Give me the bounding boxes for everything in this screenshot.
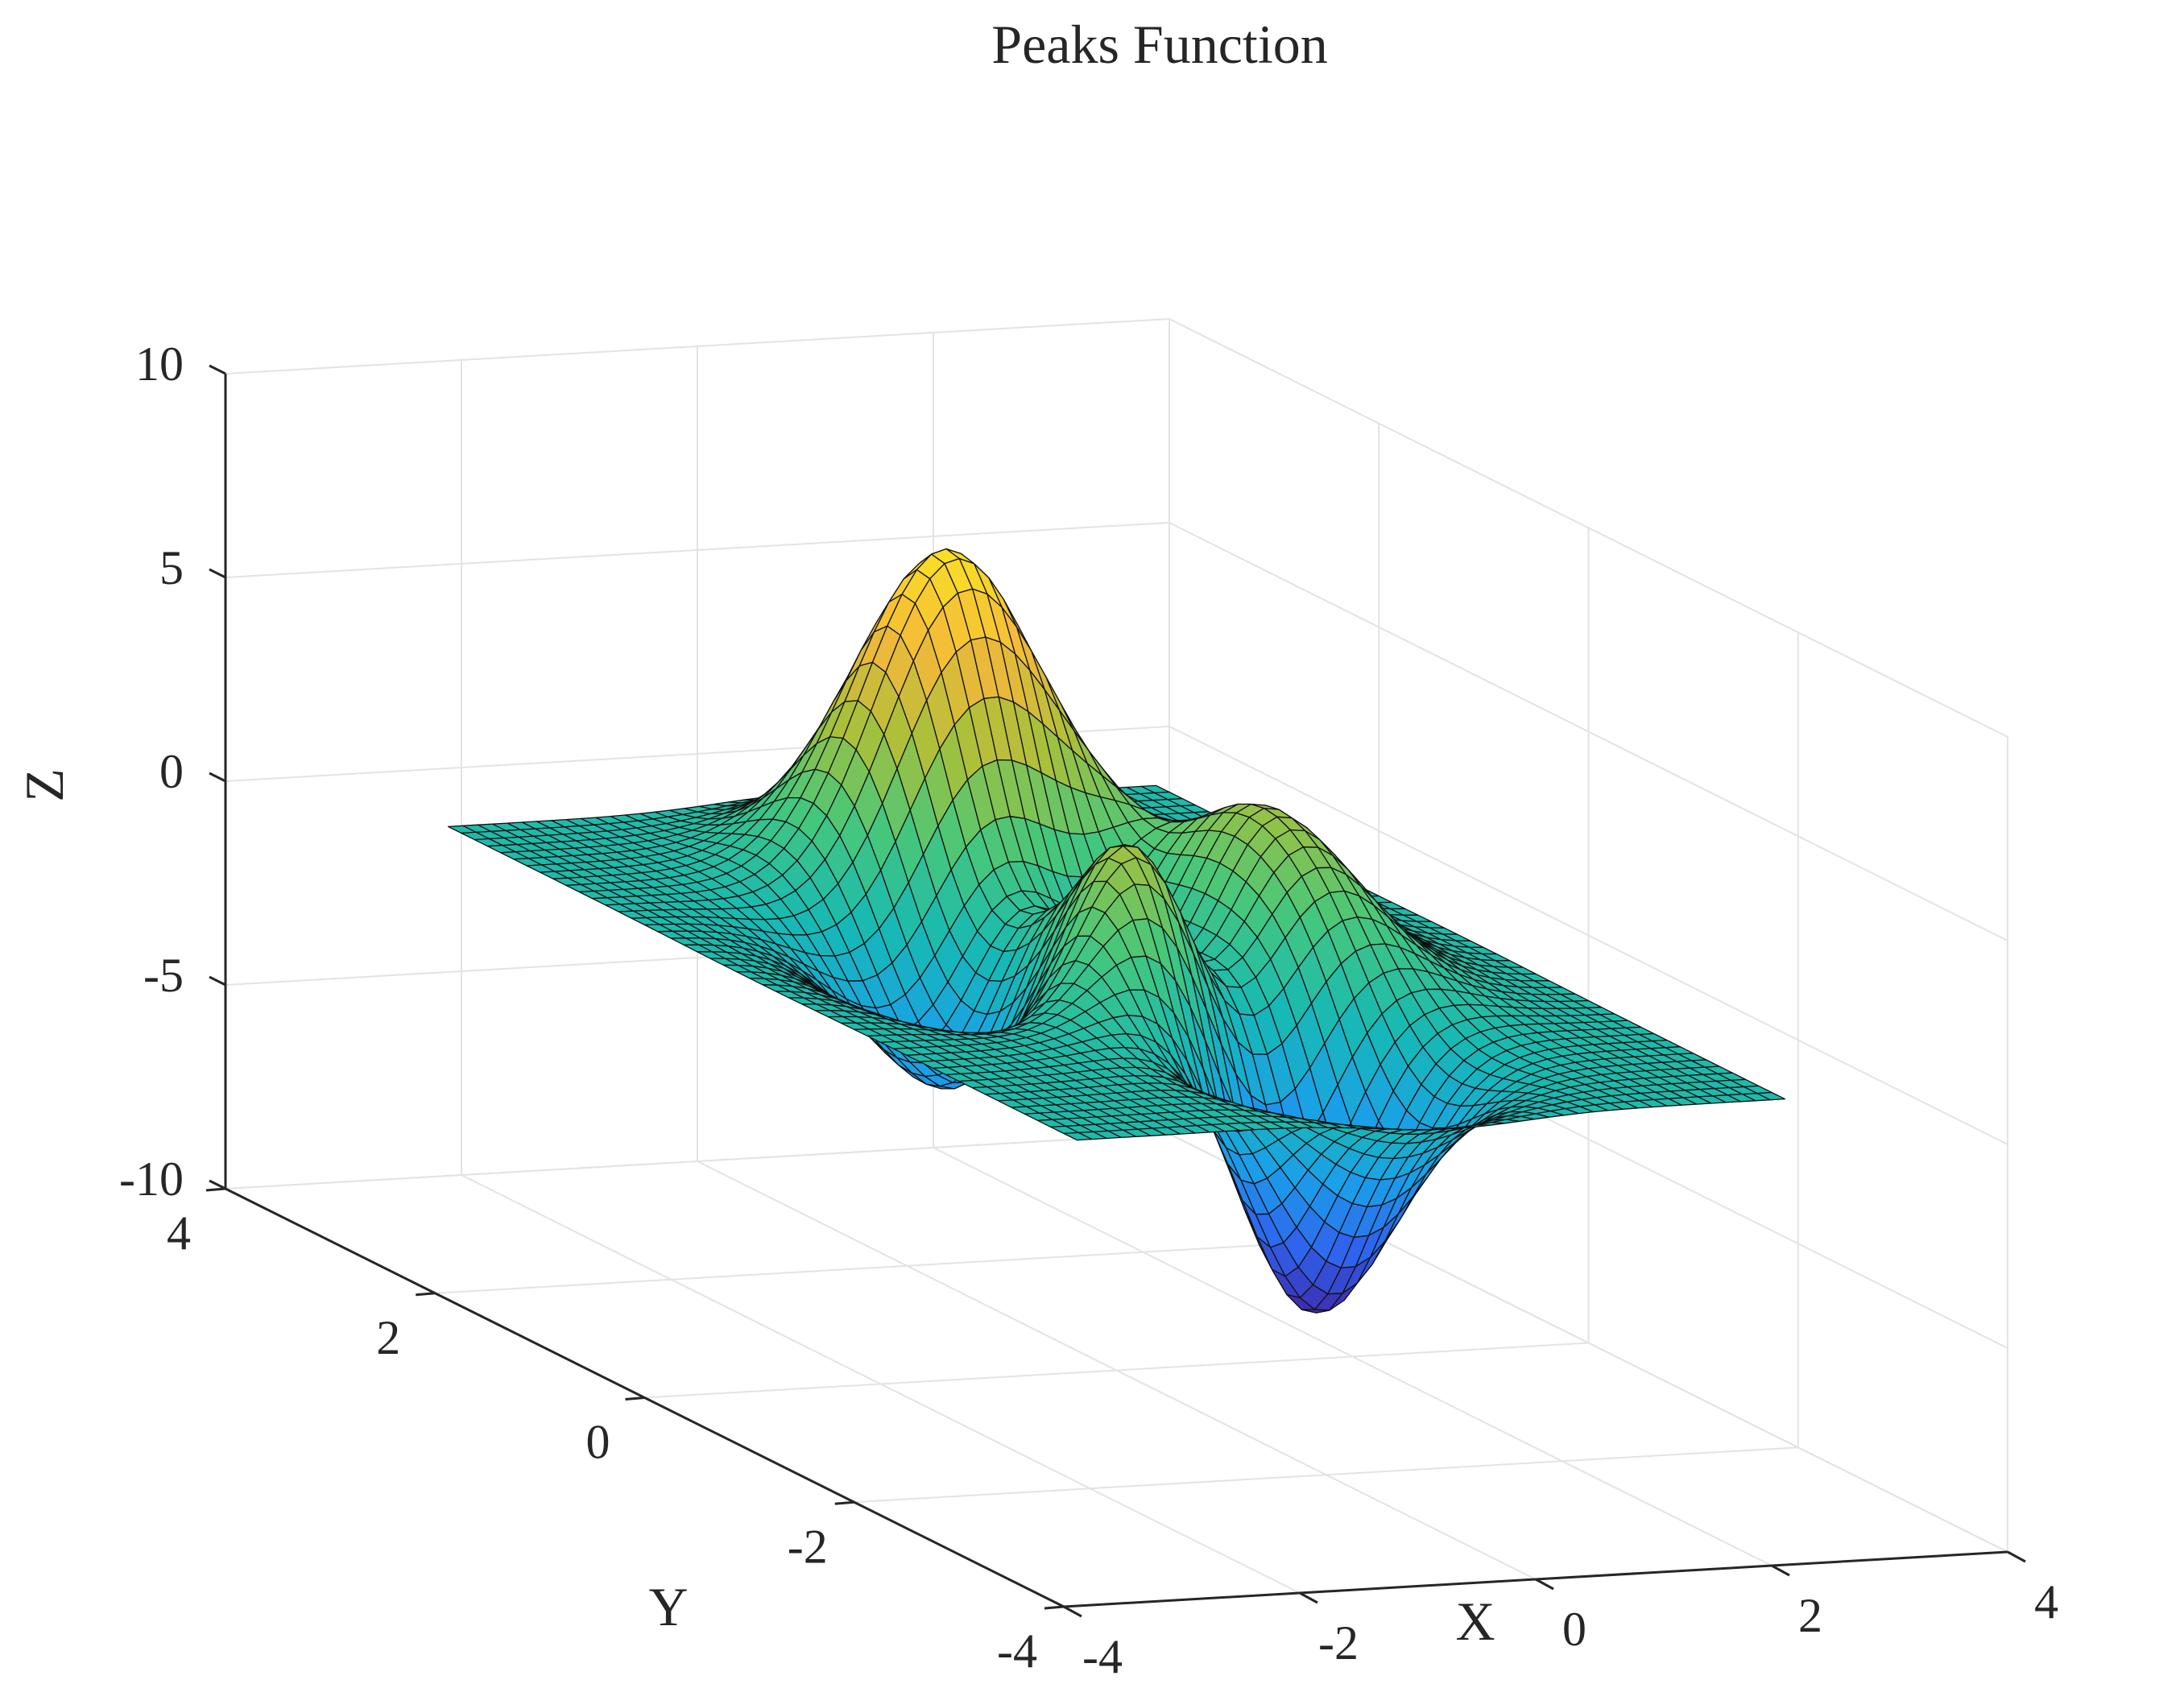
x-axis-label: X [1455, 1591, 1495, 1652]
x-tick-label: 2 [1798, 1589, 1822, 1642]
y-tick-mark [416, 1292, 436, 1297]
axes [205, 364, 2026, 1618]
surface-mesh [447, 548, 1786, 1314]
z-tick-label: -5 [143, 949, 184, 1002]
sidewall-gridline-z [1169, 318, 2008, 738]
x-tick-mark [2007, 1550, 2026, 1563]
floor-gridline-y [435, 1237, 1379, 1294]
z-tick-label: 10 [135, 337, 184, 391]
surface-facet [1063, 1132, 1093, 1141]
y-tick-mark [834, 1500, 854, 1505]
y-tick-label: 2 [376, 1311, 400, 1364]
x-tick-label: -4 [1082, 1630, 1123, 1683]
sidewall-gridline-z [1169, 522, 2008, 941]
y-axis-label: Y [648, 1576, 688, 1637]
z-tick-mark [209, 772, 226, 783]
y-tick-mark [205, 1187, 226, 1192]
x-tick-mark [1771, 1564, 1790, 1577]
z-tick-mark [209, 568, 226, 579]
chart-title: Peaks Function [991, 14, 1327, 75]
y-tick-label: -2 [788, 1520, 828, 1573]
floor-gridline-y [854, 1446, 1798, 1504]
z-tick-mark [209, 364, 226, 375]
x-tick-mark [1299, 1591, 1318, 1604]
y-tick-mark [1044, 1605, 1065, 1610]
z-axis-label: Z [14, 768, 75, 802]
y-tick-label: 4 [167, 1206, 191, 1260]
z-tick-mark [209, 975, 226, 987]
x-tick-label: 0 [1562, 1603, 1586, 1656]
sidewall-gridline-z [1169, 726, 2008, 1145]
y-tick-label: 0 [586, 1416, 610, 1469]
z-tick-mark [209, 1179, 226, 1190]
z-tick-label: 0 [159, 745, 184, 798]
y-tick-mark [625, 1396, 645, 1401]
floor-gridline-y [644, 1342, 1589, 1399]
x-tick-label: 4 [2034, 1575, 2058, 1628]
x-tick-label: -2 [1318, 1616, 1359, 1670]
backwall-gridline-z [225, 1133, 1170, 1190]
z-tick-label: -10 [119, 1152, 184, 1206]
y-tick-label: -4 [997, 1624, 1037, 1678]
x-tick-mark [1063, 1605, 1082, 1618]
backwall-gridline-z [225, 318, 1170, 374]
backwall-gridline-z [225, 522, 1170, 578]
x-tick-mark [1535, 1578, 1554, 1591]
z-tick-label: 5 [159, 541, 184, 594]
